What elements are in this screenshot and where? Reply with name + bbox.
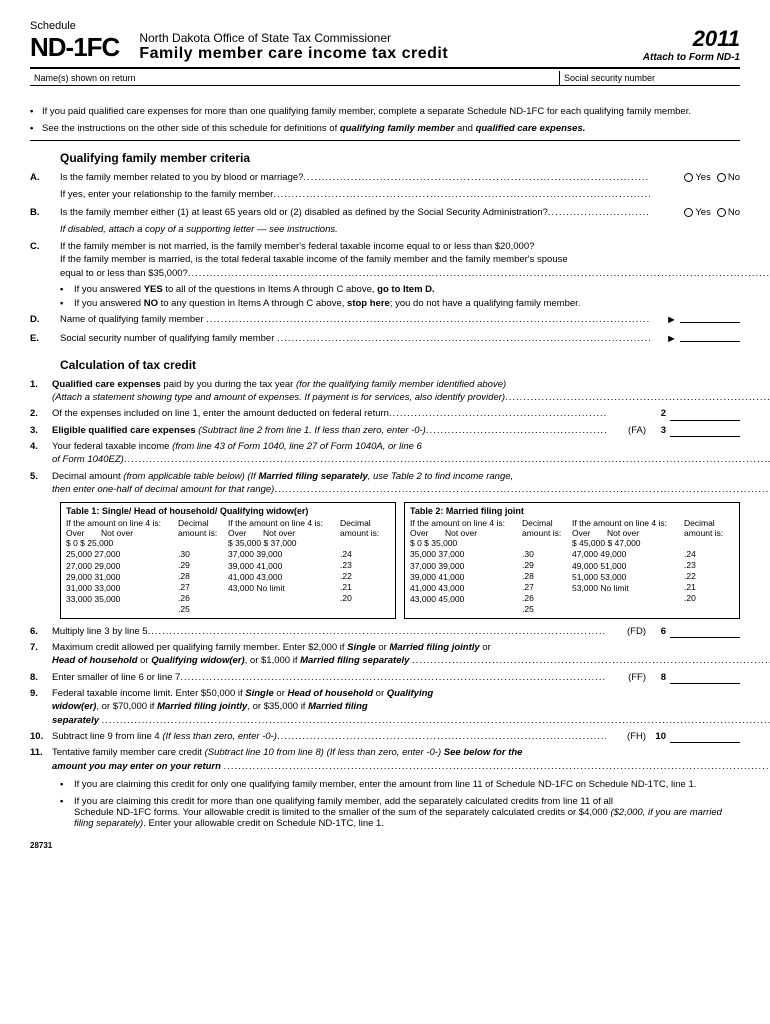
radio-b-yes[interactable] xyxy=(684,208,693,217)
calc-line-4: 4. Your federal taxable income (from lin… xyxy=(30,440,740,467)
form-title: Family member care income tax credit xyxy=(139,45,642,63)
name-field-label[interactable]: Name(s) shown on return xyxy=(30,71,560,85)
form-header: Schedule ND-1FC North Dakota Office of S… xyxy=(30,20,740,63)
radio-a-yes[interactable] xyxy=(684,173,693,182)
divider xyxy=(30,67,740,69)
calc-line-2: 2. Of the expenses included on line 1, e… xyxy=(30,407,740,420)
footer-note-2: • If you are claiming this credit for mo… xyxy=(60,796,740,829)
header-left: Schedule ND-1FC xyxy=(30,20,119,63)
criteria-e: E. Social security number of qualifying … xyxy=(30,332,740,347)
top-note-2: •See the instructions on the other side … xyxy=(30,123,740,134)
field-2[interactable] xyxy=(670,407,740,420)
calc-line-1: 1. Qualified care expenses paid by you d… xyxy=(30,378,740,405)
name-ssn-row: Name(s) shown on return Social security … xyxy=(30,71,740,86)
field-3[interactable] xyxy=(670,424,740,437)
criteria-b: B. Is the family member either (1) at le… xyxy=(30,206,740,219)
criteria-sub-yes: •If you answered YES to all of the quest… xyxy=(60,284,740,295)
calc-line-5: 5. Decimal amount (from applicable table… xyxy=(30,470,740,497)
field-6[interactable] xyxy=(670,625,740,638)
radio-a-no[interactable] xyxy=(717,173,726,182)
criteria-d: D. Name of qualifying family member ► xyxy=(30,313,740,328)
calc-line-8: 8. Enter smaller of line 6 or line 7 (FF… xyxy=(30,671,740,684)
calc-line-9: 9. Federal taxable income limit. Enter $… xyxy=(30,687,740,727)
footer-note-1: •If you are claiming this credit for onl… xyxy=(60,779,740,790)
ssn-field-label[interactable]: Social security number xyxy=(560,71,740,85)
field-d[interactable] xyxy=(680,322,740,323)
tax-year: 2011 xyxy=(643,26,740,52)
calc-line-6: 6. Multiply line 3 by line 5 (FD)6 xyxy=(30,625,740,638)
field-e[interactable] xyxy=(680,341,740,342)
calc-line-3: 3. Eligible qualified care expenses (Sub… xyxy=(30,424,740,437)
radio-b-no[interactable] xyxy=(717,208,726,217)
attach-note: Attach to Form ND-1 xyxy=(643,52,740,63)
criteria-a: A. Is the family member related to you b… xyxy=(30,171,740,184)
field-8[interactable] xyxy=(670,671,740,684)
calc-line-7: 7. Maximum credit allowed per qualifying… xyxy=(30,641,740,668)
criteria-sub-no: •If you answered NO to any question in I… xyxy=(60,298,740,309)
criteria-a-sub: If yes, enter your relationship to the f… xyxy=(30,188,740,201)
decimal-tables: Table 1: Single/ Head of household/ Qual… xyxy=(60,502,740,619)
office-name: North Dakota Office of State Tax Commiss… xyxy=(139,31,642,45)
criteria-b-sub: If disabled, attach a copy of a supporti… xyxy=(30,223,740,236)
header-right: 2011 Attach to Form ND-1 xyxy=(643,26,740,63)
criteria-title: Qualifying family member criteria xyxy=(60,151,740,165)
calc-title: Calculation of tax credit xyxy=(60,358,740,372)
calc-line-11: 11. Tentative family member care credit … xyxy=(30,746,740,773)
criteria-c: C. If the family member is not married, … xyxy=(30,240,740,280)
schedule-label: Schedule xyxy=(30,20,119,32)
table-1: Table 1: Single/ Head of household/ Qual… xyxy=(60,502,396,619)
calc-line-10: 10. Subtract line 9 from line 4 (If less… xyxy=(30,730,740,743)
top-note-1: •If you paid qualified care expenses for… xyxy=(30,106,740,117)
header-center: North Dakota Office of State Tax Commiss… xyxy=(119,31,642,63)
form-number: 28731 xyxy=(30,841,740,850)
form-code: ND-1FC xyxy=(30,32,119,63)
table-2: Table 2: Married filing joint If the amo… xyxy=(404,502,740,619)
field-10[interactable] xyxy=(670,730,740,743)
divider xyxy=(30,140,740,141)
